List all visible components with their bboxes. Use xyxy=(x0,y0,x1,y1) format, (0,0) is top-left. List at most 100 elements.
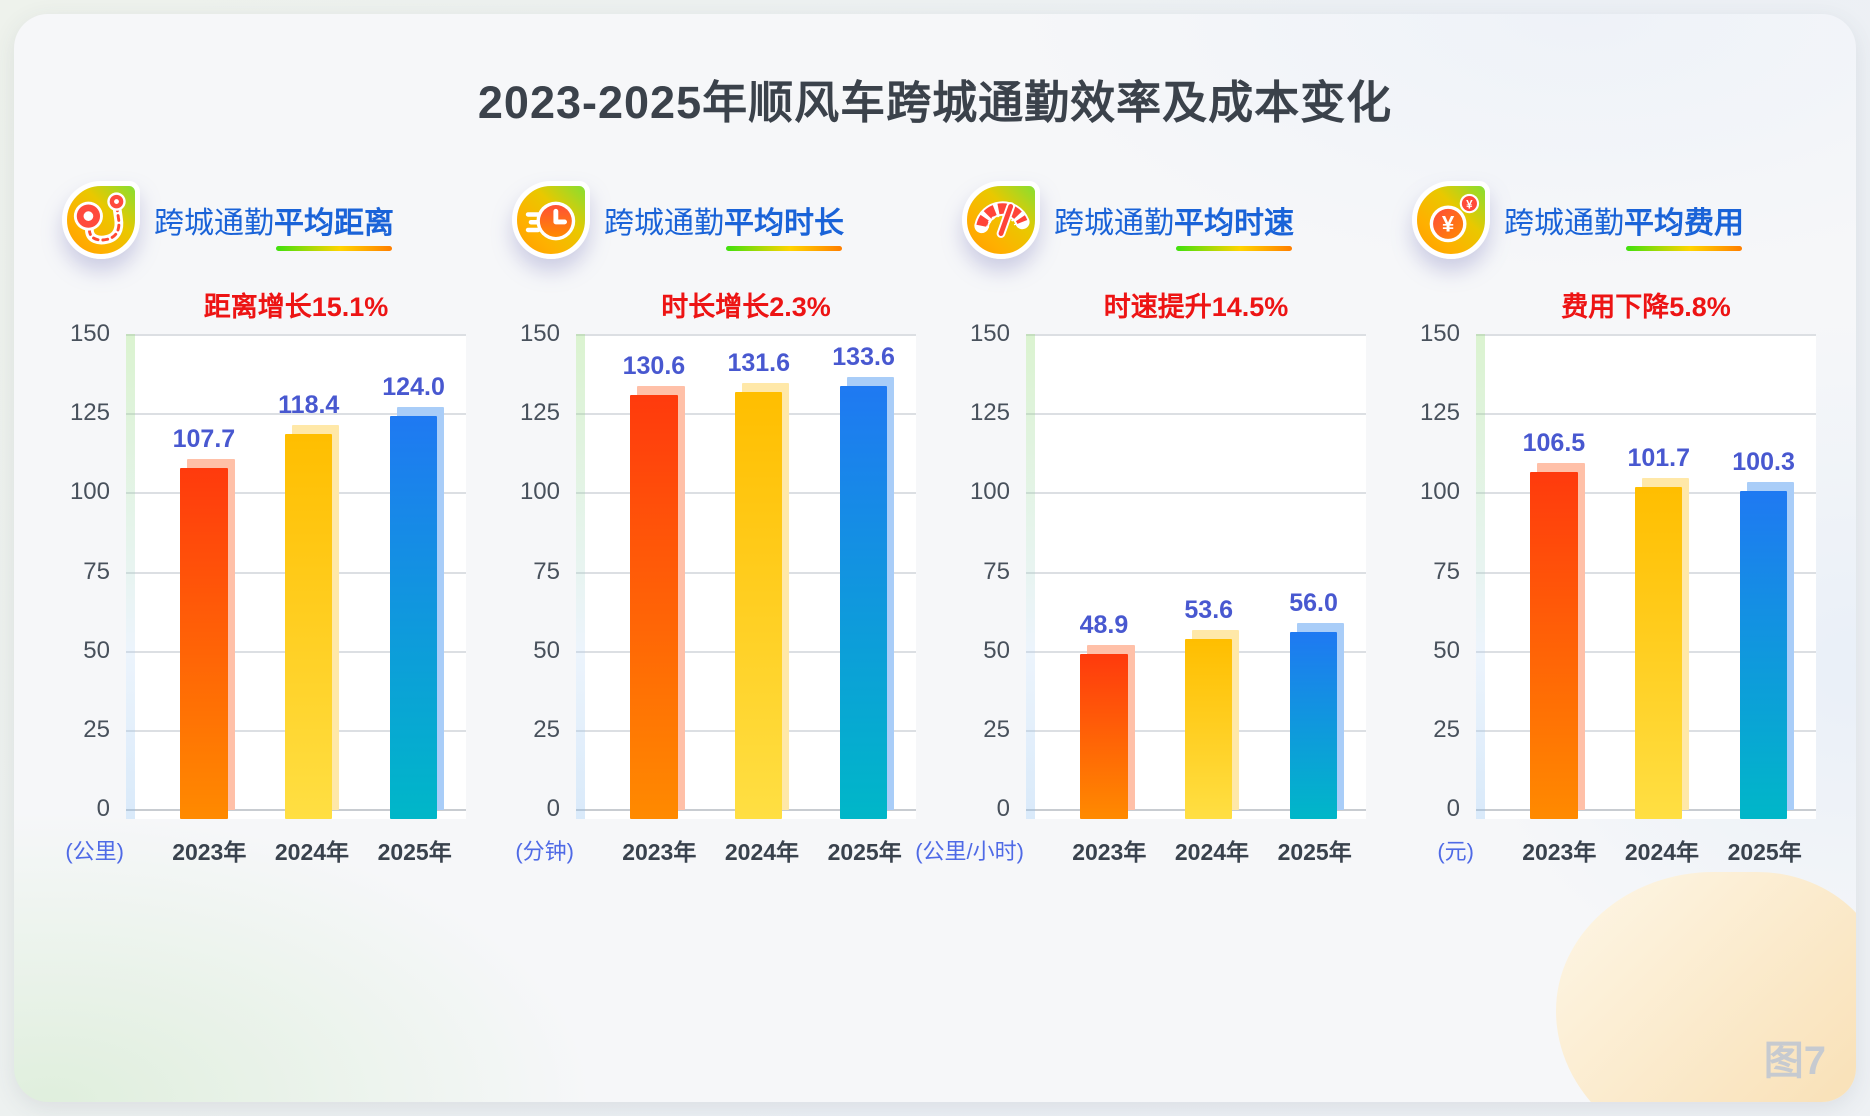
x-category-label: 2023年 xyxy=(172,839,247,865)
panel-header: ¥ ¥ 跨城通勤平均费用 xyxy=(1390,175,1816,265)
bar-fill xyxy=(285,434,333,819)
chart-panel: 跨城通勤平均距离 距离增长15.1% 0 25 50 75 100 125 150 107.… xyxy=(40,175,466,867)
bar-fill xyxy=(389,416,438,819)
panel-title-regular: 跨城通勤 xyxy=(1054,207,1174,240)
y-axis: 0 25 50 75 100 125 150 xyxy=(940,320,1026,822)
y-tick-label: 75 xyxy=(983,557,1010,585)
bar-2023年: 48.9 xyxy=(1080,611,1135,819)
y-tick-label: 150 xyxy=(969,320,1010,347)
bar-slot: 56.0 xyxy=(1261,334,1366,819)
y-tick-label: 0 xyxy=(96,795,110,822)
bar-slot: 101.7 xyxy=(1606,334,1711,819)
bar-value-label: 48.9 xyxy=(1079,611,1129,640)
y-tick-label: 100 xyxy=(519,478,560,506)
bar-fill xyxy=(1530,471,1578,819)
y-tick-label: 50 xyxy=(533,636,560,664)
unit-label: (元) xyxy=(1437,839,1474,864)
bar-fill xyxy=(1739,491,1788,819)
panel-title-regular: 跨城通勤 xyxy=(1504,207,1624,240)
bars: 48.9 53.6 56.0 xyxy=(1026,334,1366,819)
panel-header: 跨城通勤平均时长 xyxy=(490,175,916,265)
plot-area: 48.9 53.6 56.0 xyxy=(1026,334,1366,819)
bar-2025年: 124.0 xyxy=(382,373,445,819)
chart-annotation: 费用下降5.8% xyxy=(1561,292,1731,322)
plot-area: 130.6 131.6 133.6 xyxy=(576,334,916,819)
infographic-card: 2023-2025年顺风车跨城通勤效率及成本变化 跨城通勤平均距离 距离增长15… xyxy=(14,14,1856,1102)
route-icon xyxy=(62,181,140,259)
x-category-label: 2023年 xyxy=(1072,839,1147,865)
title-underline xyxy=(726,246,842,251)
plot-area: 107.7 118.4 124.0 xyxy=(126,334,466,819)
y-tick-label: 50 xyxy=(83,636,110,664)
bar-2023年: 106.5 xyxy=(1523,429,1585,819)
panel-title: 跨城通勤平均时速 xyxy=(1054,198,1294,251)
y-tick-label: 125 xyxy=(519,399,560,427)
bar-value-label: 53.6 xyxy=(1184,596,1234,625)
chart-annotation: 时速提升14.5% xyxy=(1103,292,1289,322)
gridline xyxy=(1026,492,1366,495)
title-underline xyxy=(276,246,392,251)
bar-chart: 0 25 50 75 100 125 150 130.6 131.6 133.6 xyxy=(490,320,916,822)
bar-chart: 0 25 50 75 100 125 150 106.5 101.7 100.3 xyxy=(1390,320,1816,822)
bar-value-label: 100.3 xyxy=(1732,448,1795,477)
bar-chart: 0 25 50 75 100 125 150 48.9 53.6 56.0 xyxy=(940,320,1366,822)
bar-2025年: 56.0 xyxy=(1289,589,1345,819)
category-labels: 2023年 2024年 2025年 xyxy=(126,833,466,867)
bar-value-label: 106.5 xyxy=(1522,428,1586,457)
bar-fill xyxy=(180,467,228,819)
panel-title-bold: 平均时长 xyxy=(724,198,844,251)
bar-slot: 107.7 xyxy=(152,334,257,819)
x-category-label: 2024年 xyxy=(1624,839,1700,865)
bar-slot: 100.3 xyxy=(1711,334,1816,819)
bar-2024年: 53.6 xyxy=(1184,596,1240,819)
gridline xyxy=(126,334,466,336)
gridline xyxy=(1476,334,1816,336)
y-tick-label: 100 xyxy=(69,478,110,506)
title-underline xyxy=(1626,246,1742,251)
bars: 106.5 101.7 100.3 xyxy=(1476,334,1816,819)
page-title: 2023-2025年顺风车跨城通勤效率及成本变化 xyxy=(477,77,1393,128)
y-tick-label: 125 xyxy=(1419,399,1460,427)
panel-title-bold: 平均时速 xyxy=(1174,198,1294,251)
clock-icon xyxy=(512,181,590,259)
y-tick-label: 150 xyxy=(519,320,560,347)
x-category-label: 2024年 xyxy=(274,839,350,865)
bar-slot: 124.0 xyxy=(361,334,466,819)
unit-label: (公里/小时) xyxy=(915,839,1024,864)
x-category-label: 2023年 xyxy=(1522,839,1597,865)
bar-slot: 131.6 xyxy=(706,334,811,819)
y-tick-label: 25 xyxy=(983,715,1010,743)
unit-label: (公里) xyxy=(65,839,124,864)
bar-slot: 118.4 xyxy=(256,334,361,819)
chart-panel: ¥ ¥ 跨城通勤平均费用 费用下降5.8% 0 25 50 75 100 125 150 1… xyxy=(1390,175,1816,867)
y-tick-label: 50 xyxy=(983,636,1010,664)
gridline xyxy=(1026,413,1366,416)
bar-slot: 106.5 xyxy=(1502,334,1607,819)
gridline xyxy=(1476,413,1816,416)
bar-2025年: 100.3 xyxy=(1732,448,1795,819)
y-tick-label: 75 xyxy=(533,557,560,585)
y-tick-label: 100 xyxy=(1419,478,1460,506)
bar-slot: 48.9 xyxy=(1052,334,1157,819)
bar-value-label: 124.0 xyxy=(382,373,445,402)
category-labels: 2023年 2024年 2025年 xyxy=(1026,833,1366,867)
bar-value-label: 130.6 xyxy=(622,352,686,381)
y-tick-label: 100 xyxy=(969,478,1010,506)
panel-title: 跨城通勤平均时长 xyxy=(604,198,844,251)
bar-value-label: 131.6 xyxy=(727,349,791,378)
bar-fill xyxy=(1185,639,1233,819)
y-tick-label: 25 xyxy=(83,715,110,743)
svg-text:¥: ¥ xyxy=(1466,198,1473,211)
bar-fill xyxy=(839,385,888,819)
y-tick-label: 25 xyxy=(1433,715,1460,743)
y-tick-label: 50 xyxy=(1433,636,1460,664)
bar-2025年: 133.6 xyxy=(832,343,895,819)
y-tick-label: 125 xyxy=(69,399,110,427)
y-tick-label: 25 xyxy=(533,715,560,743)
x-category-label: 2023年 xyxy=(622,839,697,865)
gridline xyxy=(1026,571,1366,574)
chart-annotation: 距离增长15.1% xyxy=(203,292,389,322)
figure-number-label: 图7 xyxy=(1763,1039,1826,1083)
y-axis: 0 25 50 75 100 125 150 xyxy=(1390,320,1476,822)
x-category-label: 2025年 xyxy=(1277,839,1352,865)
